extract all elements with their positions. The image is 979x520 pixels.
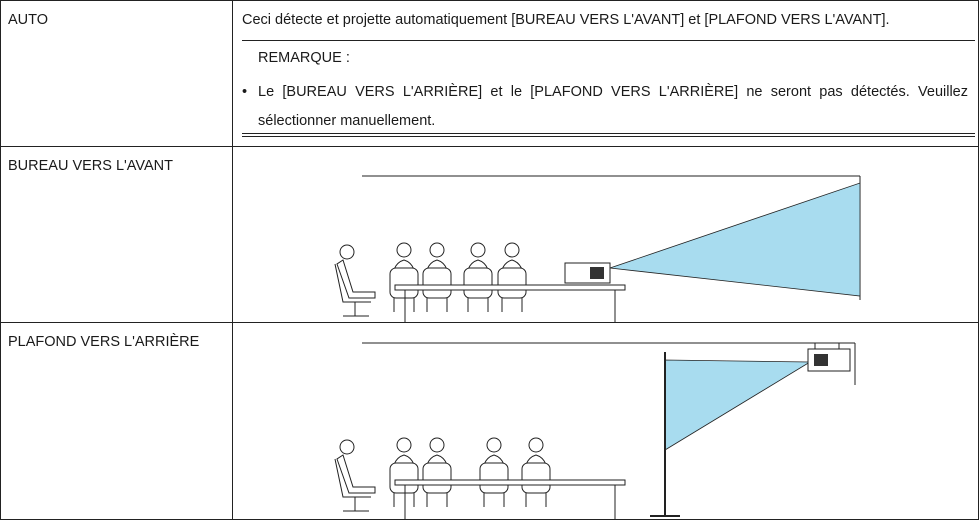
illustration-desk-front xyxy=(334,175,861,322)
row-text: Ceci détecte et projette automatiquement… xyxy=(242,12,890,28)
row-label: AUTO xyxy=(8,12,49,28)
rule xyxy=(232,0,233,520)
row-label: BUREAU VERS L'AVANT xyxy=(8,158,173,174)
note-rule xyxy=(242,40,975,41)
note-rule xyxy=(242,136,975,137)
note-item: Le [BUREAU VERS L'ARRIÈRE] et le [PLAFON… xyxy=(242,78,968,136)
rule xyxy=(0,0,978,1)
illustration-ceiling-rear xyxy=(334,342,856,519)
rule xyxy=(0,0,1,520)
rule xyxy=(0,146,978,147)
note-title: REMARQUE : xyxy=(258,50,350,66)
row-label: PLAFOND VERS L'ARRIÈRE xyxy=(8,334,200,350)
rule xyxy=(0,322,978,323)
